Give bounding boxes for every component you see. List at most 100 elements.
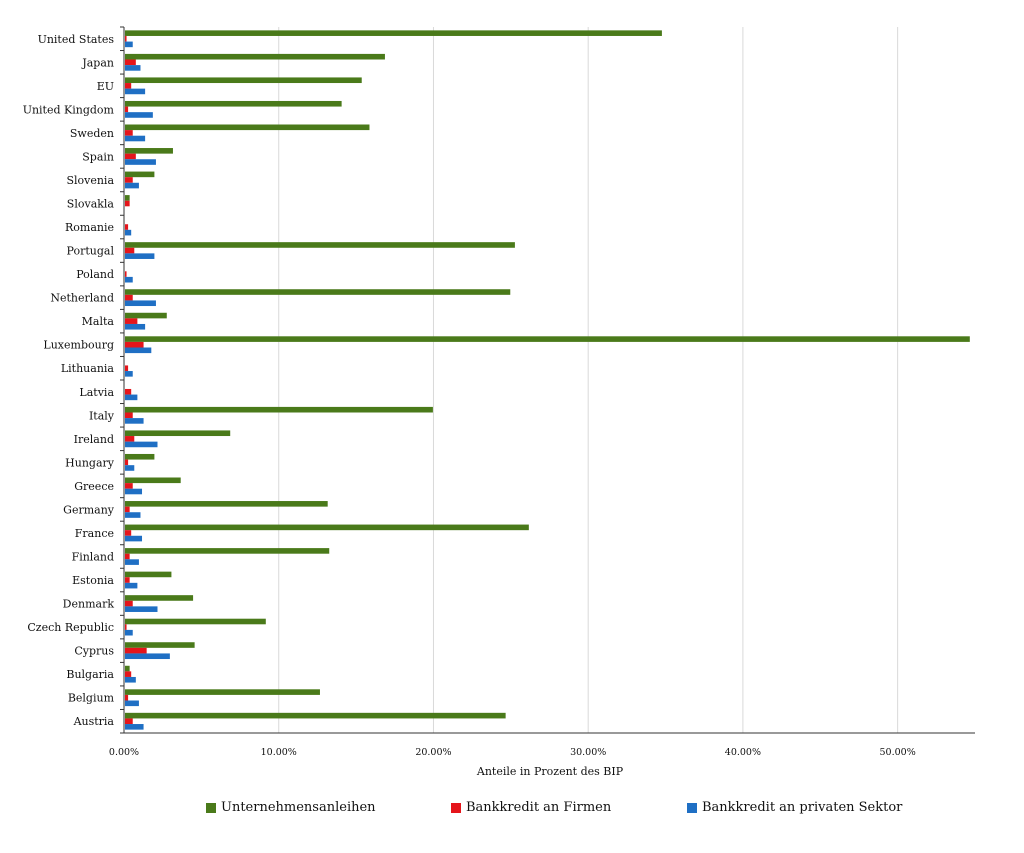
x-tick-label: 0.00% <box>109 747 139 758</box>
category-label: Cyprus <box>74 645 114 658</box>
legend-swatch-icon <box>206 802 216 813</box>
legend-swatch-icon <box>451 802 461 813</box>
bar-2 <box>125 365 129 372</box>
category-label: Latvia <box>79 386 114 399</box>
bar-1 <box>125 712 506 719</box>
bar-2 <box>125 318 138 324</box>
chart-plot: 0.00% 10.00% 20.00% 30.00% 40.00% 50.00% Unite… <box>23 26 975 778</box>
bar-2 <box>125 59 136 66</box>
x-tick-label: 20.00% <box>415 747 451 758</box>
bar-1 <box>125 571 172 578</box>
bar-3 <box>125 276 133 283</box>
bar-1 <box>125 477 181 484</box>
category-label: Czech Republic <box>27 621 114 634</box>
category-label: Japan <box>81 56 114 69</box>
bar-1 <box>125 665 130 672</box>
bar-3 <box>125 135 146 142</box>
bar-1 <box>125 689 320 695</box>
bar-1 <box>125 618 266 625</box>
bar-2 <box>125 694 129 701</box>
bar-3 <box>125 229 132 236</box>
legend-item-series-3: Bankkredit an privaten Sektor <box>687 800 902 815</box>
bar-3 <box>125 371 133 377</box>
bar-3 <box>125 41 133 48</box>
bar-3 <box>125 253 155 259</box>
x-tick-label: 10.00% <box>261 747 297 758</box>
category-label: Lithuania <box>61 362 115 375</box>
bar-2 <box>125 647 147 654</box>
category-label: Greece <box>74 480 114 493</box>
bar-2 <box>125 294 133 301</box>
bar-3 <box>125 559 139 565</box>
category-label: Ireland <box>74 433 114 446</box>
bar-2 <box>125 388 132 395</box>
bar-1 <box>125 595 194 601</box>
bar-1 <box>125 548 330 554</box>
bar-2 <box>125 577 130 583</box>
bar-3 <box>125 323 146 330</box>
bar-3 <box>125 65 141 71</box>
x-tick-label: 40.00% <box>725 747 761 758</box>
bar-2 <box>125 200 130 207</box>
x-tick-label: 50.00% <box>880 747 916 758</box>
bar-3 <box>125 676 136 683</box>
category-label: Netherland <box>50 292 114 305</box>
category-label: EU <box>97 80 114 93</box>
bar-1 <box>125 453 155 460</box>
bar-2 <box>125 271 127 277</box>
bar-2 <box>125 224 129 230</box>
bar-3 <box>125 465 135 471</box>
x-tick-label: 30.00% <box>570 747 606 758</box>
bar-3 <box>125 159 156 165</box>
bar-2 <box>125 412 133 419</box>
category-label: Slovenia <box>66 174 114 187</box>
category-label: Slovakla <box>67 198 115 211</box>
legend-item-series-2: Bankkredit an Firmen <box>451 800 611 815</box>
category-label: Romanie <box>65 221 114 234</box>
bar-2 <box>125 624 127 630</box>
category-label: Germany <box>63 503 115 516</box>
bar-2 <box>125 153 136 160</box>
bar-3 <box>125 347 152 354</box>
category-label: Hungary <box>65 456 115 469</box>
bar-2 <box>125 671 132 677</box>
category-label: France <box>75 527 114 540</box>
bar-2 <box>125 130 133 136</box>
category-label: Belgium <box>68 692 115 705</box>
bar-3 <box>125 112 153 118</box>
legend-item-series-1: Unternehmensanleihen <box>206 800 376 815</box>
legend: Unternehmensanleihen Bankkredit an Firme… <box>0 800 1024 820</box>
bar-3 <box>125 582 138 589</box>
legend-label: Bankkredit an Firmen <box>466 800 612 815</box>
bar-2 <box>125 106 129 113</box>
bar-1 <box>125 501 328 507</box>
bar-1 <box>125 124 370 131</box>
bar-2 <box>125 553 130 560</box>
legend-label: Unternehmensanleihen <box>221 800 376 815</box>
bar-3 <box>125 300 156 307</box>
bar-3 <box>125 724 144 730</box>
category-label: Malta <box>82 315 115 328</box>
bar-1 <box>125 642 195 648</box>
x-axis-title: Anteile in Prozent des BIP <box>476 765 624 778</box>
bar-1 <box>125 242 515 248</box>
bar-2 <box>125 247 135 254</box>
legend-swatch-icon <box>687 802 697 813</box>
bar-1 <box>125 524 529 531</box>
bar-3 <box>125 606 158 612</box>
bar-2 <box>125 459 129 466</box>
category-label: Italy <box>89 409 115 422</box>
bar-2 <box>125 483 133 489</box>
bar-2 <box>125 436 135 442</box>
bar-3 <box>125 535 143 542</box>
category-label: Sweden <box>70 127 114 140</box>
bar-1 <box>125 77 362 84</box>
bar-1 <box>125 430 231 437</box>
category-label: Denmark <box>63 598 115 611</box>
bar-1 <box>125 148 173 154</box>
bar-1 <box>125 406 433 413</box>
bar-3 <box>125 88 146 95</box>
category-label: Spain <box>82 150 114 163</box>
category-label: United Kingdom <box>23 103 115 116</box>
